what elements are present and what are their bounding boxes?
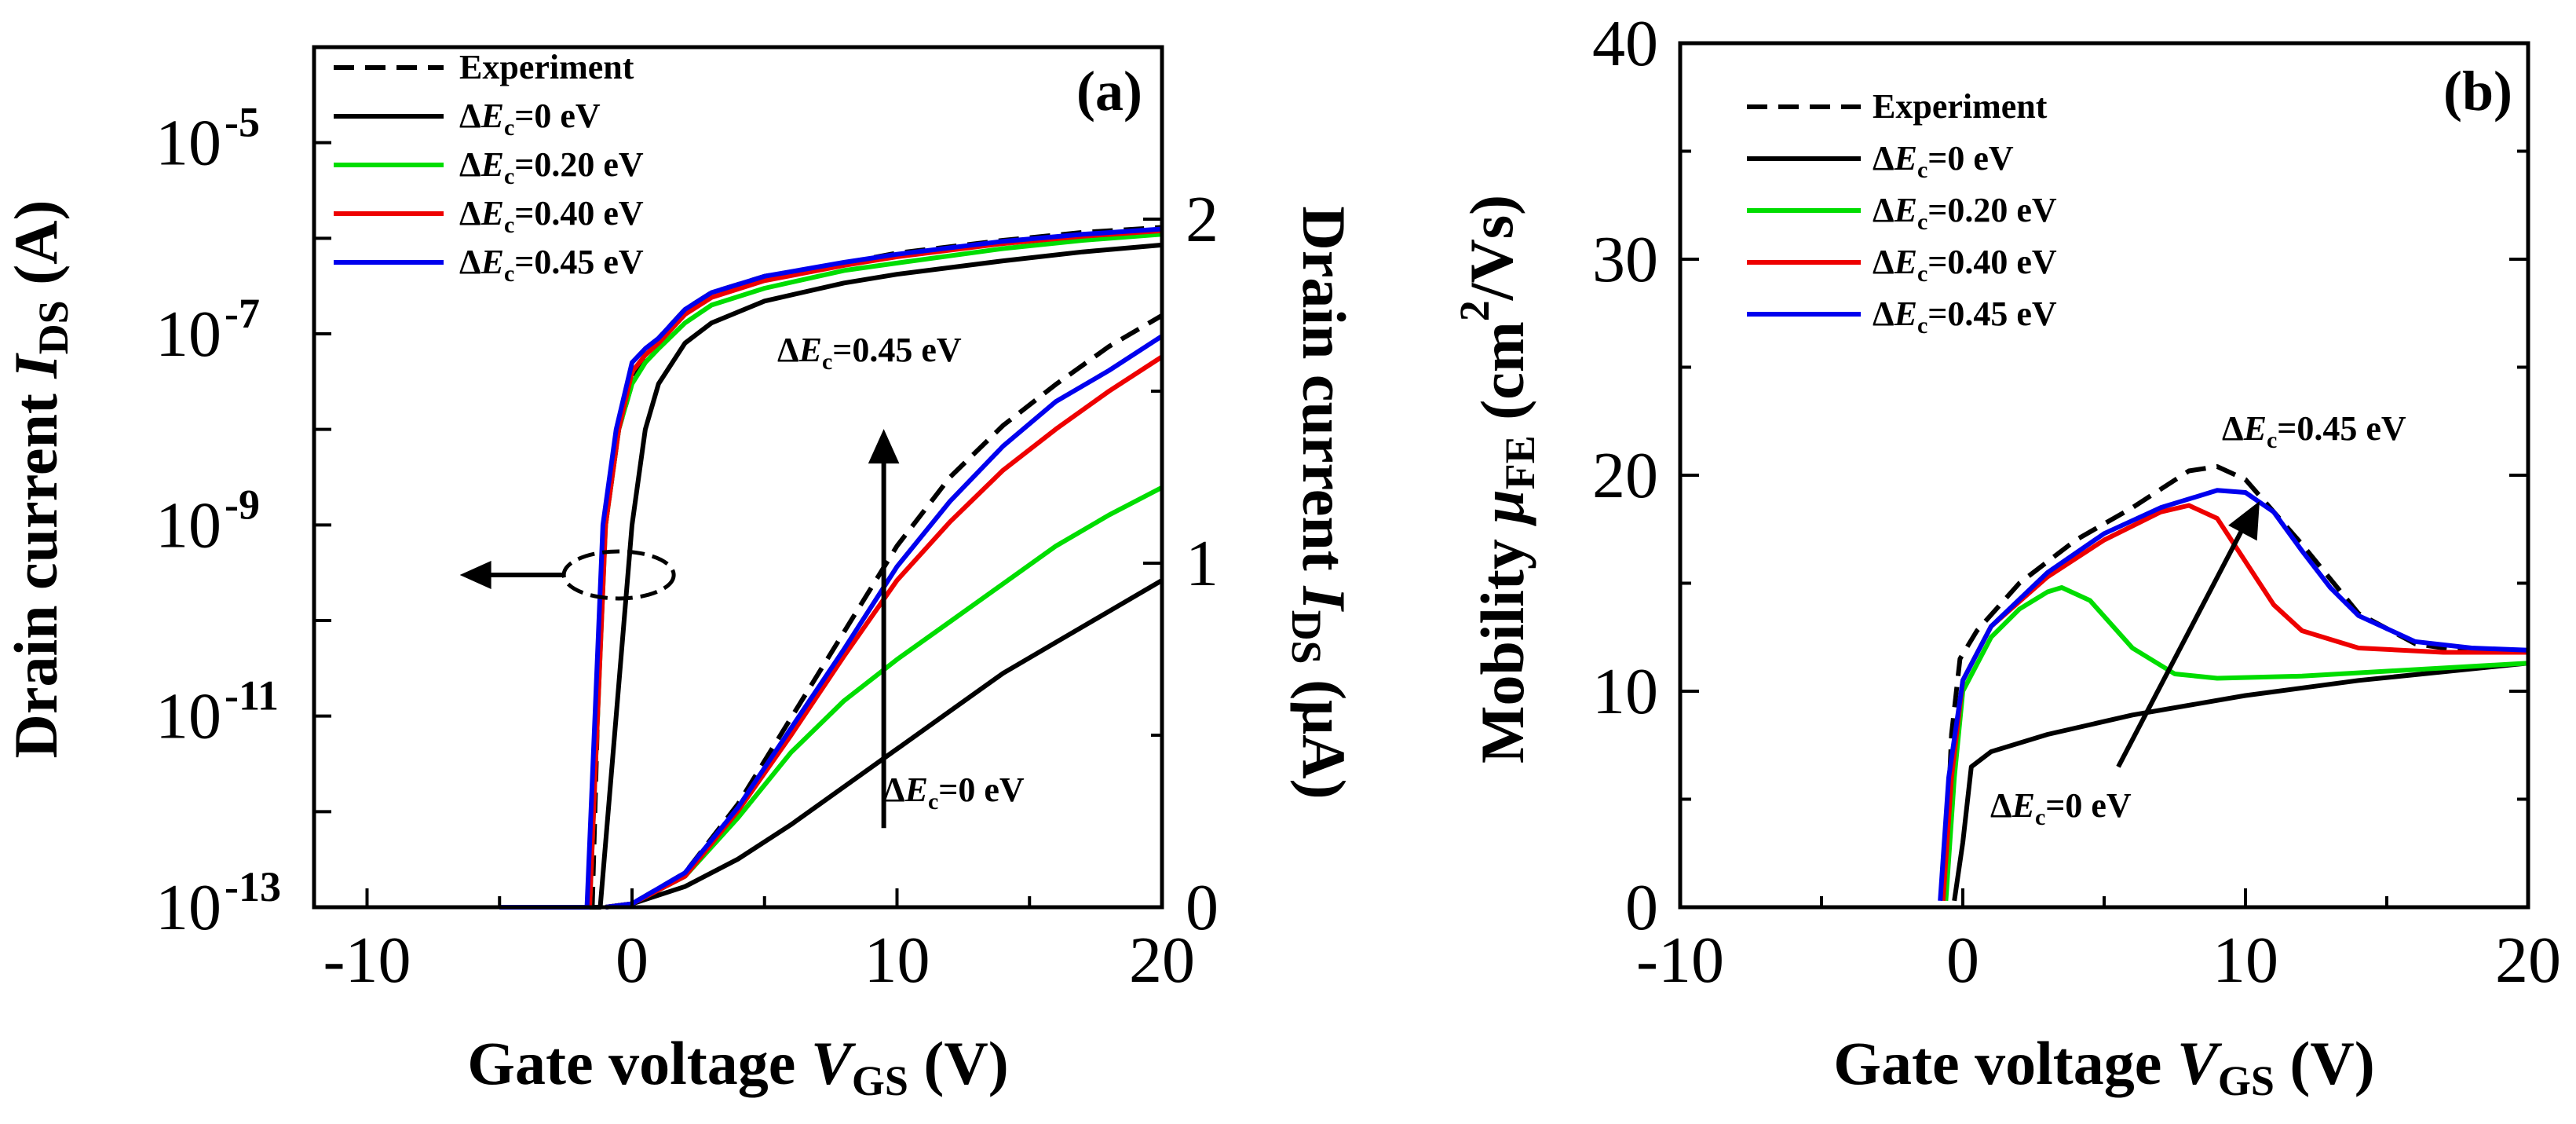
x-tick-label: 20 xyxy=(1129,924,1195,997)
y-tick-label: 10 xyxy=(155,298,221,371)
x-tick-label: 10 xyxy=(2212,924,2278,997)
y-tick-exponent: -5 xyxy=(225,99,260,146)
y2-tick-label: 2 xyxy=(1186,183,1219,256)
annotation-lower-label: ΔEc=0 eV xyxy=(883,771,1025,815)
y-tick-label: 20 xyxy=(1592,439,1658,512)
series-linear-1 xyxy=(605,578,1164,910)
y-tick-label: 10 xyxy=(1592,655,1658,728)
series-3 xyxy=(1940,503,2528,902)
x-tick-label: 20 xyxy=(2495,924,2561,997)
y2-tick-label: 1 xyxy=(1186,527,1219,600)
panel-a-plot-frame xyxy=(312,45,1164,910)
y2-tick-label: 0 xyxy=(1186,871,1219,944)
series-2 xyxy=(1943,585,2529,902)
panel-a-y-axis-title: Drain current IDS (A) xyxy=(2,200,77,759)
panel-a-label: (a) xyxy=(1076,60,1142,123)
x-tick-label: -10 xyxy=(1636,924,1724,997)
y-tick-exponent: -9 xyxy=(225,481,260,528)
series-linear-4 xyxy=(605,334,1164,910)
y-tick-label: 30 xyxy=(1592,223,1658,296)
series-linear-3 xyxy=(605,354,1164,910)
x-tick-label: 10 xyxy=(864,924,930,997)
legend-label: ΔEc=0.40 eV xyxy=(1873,243,2057,287)
panel-a-y2-axis-title: Drain current IDS (μA) xyxy=(1283,206,1358,799)
panel-b-x-axis-title: Gate voltage VGS (V) xyxy=(1833,1029,2374,1104)
y-tick-label: 40 xyxy=(1592,7,1658,80)
x-tick-label: -10 xyxy=(323,924,411,997)
y-tick-label: 10 xyxy=(155,489,221,562)
legend-label: ΔEc=0 eV xyxy=(1873,139,2014,183)
series-0 xyxy=(1943,464,2528,865)
y-tick-exponent: -7 xyxy=(225,290,260,337)
y-tick-label: 10 xyxy=(155,871,221,944)
legend-label: ΔEc=0.45 eV xyxy=(459,243,644,287)
y-tick-label: 10 xyxy=(155,107,221,180)
y-tick-label: 10 xyxy=(155,680,221,753)
annotation-left-arrowhead xyxy=(459,560,491,589)
legend-label: ΔEc=0.20 eV xyxy=(1873,191,2057,235)
y-tick-exponent: -13 xyxy=(225,863,281,910)
y-tick-label: 0 xyxy=(1625,871,1658,944)
annotation-upper-label: ΔEc=0.45 eV xyxy=(777,331,962,375)
series-1 xyxy=(1952,661,2529,902)
panel-b-y-axis-title: Mobility μFE (cm2/Vs) xyxy=(1451,195,1544,763)
panel-b-plot-frame xyxy=(1678,41,2530,910)
annotation-arrowhead xyxy=(868,429,900,464)
series-log-1 xyxy=(590,242,1163,910)
x-tick-label: 0 xyxy=(616,924,649,997)
legend-label: Experiment xyxy=(1873,87,2048,126)
annotation-arrow xyxy=(2116,525,2246,768)
y-tick-exponent: -11 xyxy=(225,672,279,719)
series-log-4 xyxy=(584,226,1163,908)
legend-label: ΔEc=0.40 eV xyxy=(459,194,644,238)
legend-label: Experiment xyxy=(459,48,634,86)
panel-b-label: (b) xyxy=(2443,60,2512,123)
legend-label: ΔEc=0 eV xyxy=(459,97,601,141)
series-4 xyxy=(1938,488,2529,902)
annotation-lower-label: ΔEc=0 eV xyxy=(1990,786,2132,830)
x-tick-label: 0 xyxy=(1946,924,1979,997)
legend-label: ΔEc=0.45 eV xyxy=(1873,295,2057,339)
legend-label: ΔEc=0.20 eV xyxy=(459,145,644,189)
annotation-arrowhead xyxy=(2228,501,2260,541)
panel-a-x-axis-title: Gate voltage VGS (V) xyxy=(467,1029,1008,1104)
annotation-upper-label: ΔEc=0.45 eV xyxy=(2222,409,2406,453)
annotation-ellipse xyxy=(561,549,676,601)
